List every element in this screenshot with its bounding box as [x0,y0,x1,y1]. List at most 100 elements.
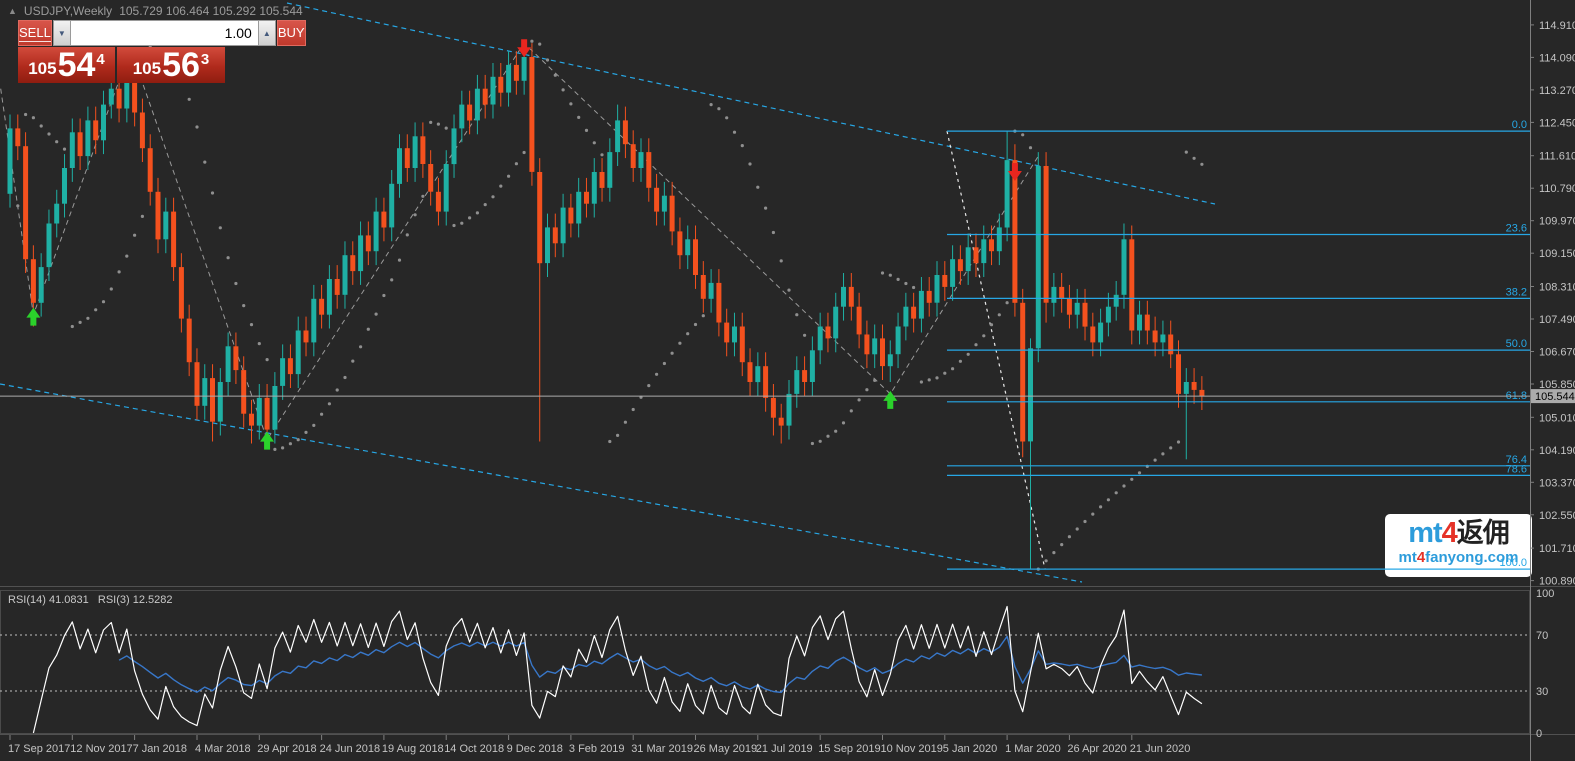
sar-dot [86,316,90,320]
sar-dot [545,58,550,62]
rsi-axis-label[interactable]: 30 [1536,686,1548,698]
sar-dot [413,213,417,217]
ask-price-button[interactable]: 105 56 3 [117,47,225,83]
buy-button[interactable]: BUY [276,20,306,46]
candle [887,340,893,382]
price-axis-label[interactable]: 103.370 [1539,477,1575,489]
date-axis-label[interactable]: 26 May 2019 [694,743,758,755]
price-axis-label[interactable]: 108.310 [1539,282,1575,294]
sar-dot [1099,505,1103,509]
candle [630,130,636,182]
bid-big-digits: 54 [57,46,96,84]
ask-pip-digit: 3 [200,50,210,68]
rsi-axis-label[interactable]: 0 [1536,728,1542,740]
price-axis-label[interactable]: 107.490 [1539,314,1575,326]
candle [1082,288,1088,341]
volume-increase-button[interactable]: ▲ [257,20,276,46]
volume-input[interactable] [70,20,258,46]
collapse-triangle-icon[interactable]: ▲ [8,6,17,16]
watermark-4: 4 [1441,517,1458,549]
price-axis-label[interactable]: 109.970 [1539,216,1575,228]
price-axis-label[interactable]: 101.710 [1539,543,1575,555]
buy-signal-arrow[interactable] [26,307,41,326]
candle [272,372,278,444]
price-axis-label[interactable]: 100.890 [1539,576,1575,588]
price-axis-label[interactable]: 105.850 [1539,379,1575,391]
sell-signal-arrow[interactable] [1007,162,1022,181]
price-axis-label[interactable]: 106.670 [1539,347,1575,359]
sar-dot [989,323,994,327]
sar-dot [429,120,433,124]
spinner-up-icon: ▲ [262,28,271,38]
rsi-axis-label[interactable]: 100 [1536,588,1554,600]
price-axis-label[interactable]: 113.270 [1539,85,1575,97]
sar-dot [281,446,285,450]
buy-signal-arrow[interactable] [883,390,898,409]
bid-price-button[interactable]: 105 54 4 [18,47,115,83]
date-axis-label[interactable]: 15 Sep 2019 [818,743,880,755]
date-axis-label[interactable]: 26 Apr 2020 [1067,743,1126,755]
candle [934,261,940,317]
channel-trendline-1[interactable] [0,383,1083,583]
sar-dot [257,342,261,346]
sar-dot [530,39,534,43]
sar-dot [919,380,924,384]
date-axis-label[interactable]: 12 Nov 2017 [70,743,132,755]
price-axis-label[interactable]: 102.550 [1539,510,1575,522]
date-axis-label[interactable]: 10 Nov 2019 [881,743,943,755]
buy-signal-arrow[interactable] [260,431,275,450]
volume-decrease-button[interactable]: ▼ [52,20,71,46]
date-axis-label[interactable]: 31 Mar 2019 [631,743,693,755]
channel-trendline-0[interactable] [286,2,1216,205]
date-axis-label[interactable]: 5 Jan 2020 [943,743,997,755]
candle [1129,225,1135,345]
sell-signal-arrow[interactable] [517,39,532,58]
price-axis-label[interactable]: 109.150 [1539,248,1575,260]
sar-dot [94,308,98,312]
date-axis-label[interactable]: 21 Jul 2019 [756,743,813,755]
date-axis-label[interactable]: 3 Feb 2019 [569,743,625,755]
zigzag-line[interactable] [0,42,1039,441]
date-axis-label[interactable]: 19 Aug 2018 [382,743,444,755]
price-axis-label[interactable]: 111.610 [1539,151,1575,163]
sar-dot [109,287,113,291]
candle [1105,292,1111,337]
rsi-axis-label[interactable]: 70 [1536,630,1548,642]
date-axis-label[interactable]: 9 Dec 2018 [507,743,563,755]
sar-dot [460,221,464,225]
candle [1199,376,1205,410]
price-axis-label[interactable]: 114.090 [1539,52,1575,64]
sar-dot [1169,446,1173,450]
sar-dot [623,420,628,424]
price-axis-label[interactable]: 104.190 [1539,445,1575,457]
date-axis-label[interactable]: 17 Sep 2017 [8,743,70,755]
price-axis-label[interactable]: 112.450 [1539,117,1575,129]
date-axis-label[interactable]: 4 Mar 2018 [195,743,251,755]
date-axis-label[interactable]: 24 Jun 2018 [320,743,381,755]
candle [584,177,589,218]
ask-prefix: 105 [132,59,162,78]
candle [373,197,379,266]
sar-dot [1122,484,1126,488]
sar-dot [748,162,752,166]
date-axis-label[interactable]: 7 Jan 2018 [133,743,187,755]
sell-button[interactable]: SELL [18,20,52,46]
price-axis-label[interactable]: 114.910 [1539,20,1575,32]
candle [591,158,597,218]
candle [186,304,192,377]
date-axis-label[interactable]: 14 Oct 2018 [444,743,504,755]
price-axis-label[interactable]: 105.010 [1539,412,1575,424]
candle [1137,300,1142,345]
price-axis-label[interactable]: 110.790 [1539,183,1575,195]
candle [506,51,512,107]
date-axis-label[interactable]: 29 Apr 2018 [257,743,316,755]
candle [537,158,543,442]
date-axis-label[interactable]: 21 Jun 2020 [1130,743,1191,755]
sar-dot [273,447,277,451]
sar-dot [117,270,121,274]
candle [576,177,582,238]
candle [412,122,418,182]
date-axis-label[interactable]: 1 Mar 2020 [1005,743,1061,755]
candle [319,284,325,329]
